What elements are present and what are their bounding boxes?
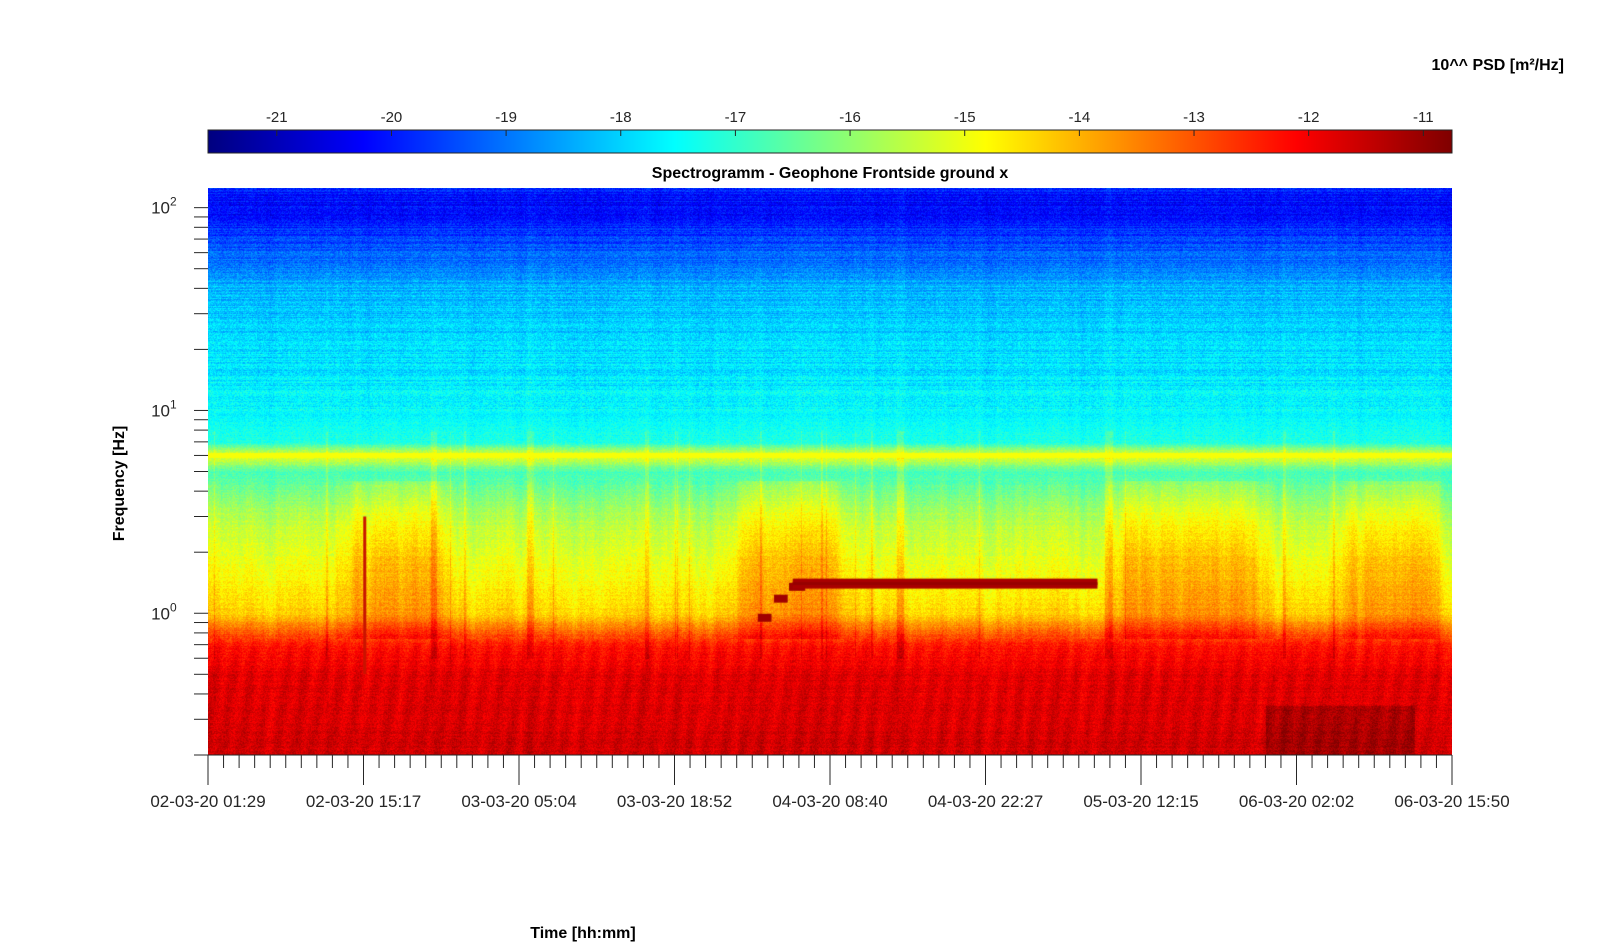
colorbar-tick-label: -19: [495, 109, 517, 126]
y-tick-exponent: 1: [170, 397, 177, 411]
spectrogram-canvas: [208, 188, 1452, 755]
x-tick-label: 03-03-20 18:52: [617, 792, 732, 811]
colorbar-gradient: [207, 129, 1453, 154]
y-tick-label: 10: [151, 604, 170, 623]
x-tick-label: 06-03-20 02:02: [1239, 792, 1354, 811]
colorbar-tick-label: -17: [725, 109, 747, 126]
colorbar-tick-label: -13: [1183, 109, 1205, 126]
y-tick-exponent: 2: [170, 195, 177, 209]
colorbar-label: 10^^ PSD [m²/Hz]: [1432, 57, 1564, 74]
x-tick-label: 02-03-20 01:29: [150, 792, 265, 811]
x-axis: 02-03-20 01:29 02-03-20 15:17 03-03-20 05:…: [150, 754, 1510, 811]
chart-title: Spectrogramm - Geophone Frontside ground…: [652, 165, 1009, 182]
x-axis-label: Time [hh:mm]: [530, 925, 635, 942]
colorbar-tick-label: -16: [839, 109, 861, 126]
colorbar-tick-label: -14: [1069, 109, 1091, 126]
colorbar-tick-label: -11: [1413, 109, 1434, 126]
plot-area: [208, 188, 1452, 755]
x-tick-label: 05-03-20 12:15: [1083, 792, 1198, 811]
colorbar-tick-label: -15: [954, 109, 976, 126]
y-tick-label: 10: [151, 401, 170, 420]
colorbar-tick-label: -12: [1298, 109, 1320, 126]
x-tick-label: 04-03-20 08:40: [772, 792, 887, 811]
colorbar-tick-label: -18: [610, 109, 632, 126]
y-tick-exponent: 0: [170, 600, 177, 614]
colorbar: -21 -20 -19 -18 -17 -16 -15 -14 -13 -12 -11 10^^ P…: [207, 57, 1564, 154]
x-tick-label: 03-03-20 05:04: [461, 792, 576, 811]
colorbar-tick-label: -21: [266, 109, 288, 126]
colorbar-ticks: -21 -20 -19 -18 -17 -16 -15 -14 -13 -12 -11: [266, 109, 1434, 136]
colorbar-tick-label: -20: [381, 109, 403, 126]
x-tick-label: 06-03-20 15:50: [1394, 792, 1509, 811]
x-tick-label: 04-03-20 22:27: [928, 792, 1043, 811]
x-tick-label: 02-03-20 15:17: [306, 792, 421, 811]
spectrogram-image: [208, 188, 1452, 755]
y-tick-label: 10: [151, 199, 170, 218]
y-axis-label: Frequency [Hz]: [111, 426, 128, 542]
